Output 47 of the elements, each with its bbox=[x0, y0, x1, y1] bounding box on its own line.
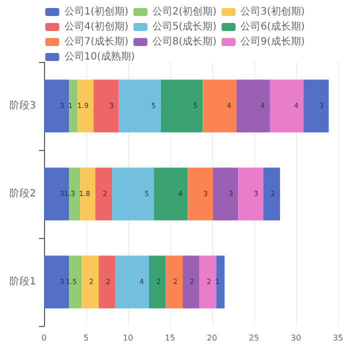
bar bbox=[304, 80, 329, 132]
bar bbox=[149, 256, 166, 308]
bar bbox=[236, 80, 270, 132]
bar bbox=[160, 80, 203, 132]
x-tick-label: 20 bbox=[206, 334, 218, 342]
legend-label: 公司1(初创期) bbox=[64, 6, 129, 18]
bar bbox=[263, 168, 280, 220]
bar bbox=[270, 80, 304, 132]
x-tick-label: 0 bbox=[41, 334, 47, 342]
bar bbox=[202, 80, 236, 132]
bar bbox=[188, 168, 213, 220]
x-tick-label: 15 bbox=[164, 334, 176, 342]
legend-label: 公司2(初创期) bbox=[152, 6, 217, 18]
legend-label: 公司9(成长期) bbox=[240, 36, 305, 48]
legend-label: 公司8(成长期) bbox=[152, 36, 217, 48]
legend-label: 公司6(成长期) bbox=[240, 20, 305, 32]
bar bbox=[199, 256, 216, 308]
bar bbox=[98, 256, 116, 308]
bar bbox=[216, 256, 225, 308]
bar bbox=[94, 80, 119, 132]
bar bbox=[82, 256, 99, 308]
y-tick-label: 阶段2 bbox=[10, 188, 36, 200]
bar bbox=[78, 80, 94, 132]
bar bbox=[166, 256, 183, 308]
x-tick-label: 30 bbox=[290, 334, 302, 342]
bar bbox=[182, 256, 200, 308]
x-tick-label: 5 bbox=[83, 334, 89, 342]
bar bbox=[112, 168, 154, 220]
bar bbox=[212, 168, 238, 220]
bar bbox=[118, 80, 161, 132]
legend-label: 公司4(初创期) bbox=[64, 20, 129, 32]
x-tick-label: 25 bbox=[248, 334, 260, 342]
legend-label: 公司7(成长期) bbox=[64, 36, 129, 48]
y-tick-label: 阶段1 bbox=[10, 276, 36, 288]
legend-label: 公司3(初创期) bbox=[240, 6, 305, 18]
bar bbox=[115, 256, 149, 308]
y-tick-label: 阶段3 bbox=[10, 100, 36, 112]
bar bbox=[238, 168, 264, 220]
legend-label: 公司5(成长期) bbox=[152, 20, 217, 32]
x-tick-label: 35 bbox=[332, 334, 344, 342]
bar bbox=[95, 168, 112, 220]
legend-label: 公司10(成熟期) bbox=[64, 50, 135, 62]
bar bbox=[80, 168, 96, 220]
x-tick-label: 10 bbox=[122, 334, 134, 342]
bar bbox=[69, 80, 78, 132]
bar bbox=[44, 80, 70, 132]
bar bbox=[154, 168, 188, 220]
